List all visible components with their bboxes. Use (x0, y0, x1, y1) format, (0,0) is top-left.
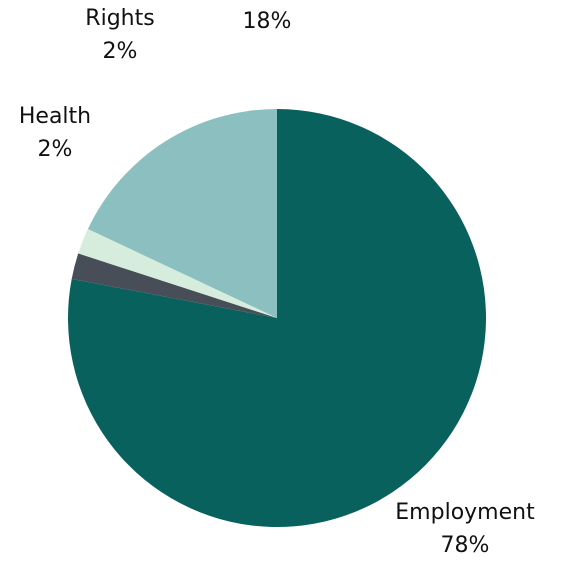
slice-name-label-individual-rights: Rights (85, 6, 154, 31)
pie-slice-miscellaneous (87, 109, 277, 318)
slice-name-label-employment: Employment (395, 500, 535, 525)
slice-value-label-individual-rights: 2% (103, 39, 138, 64)
slice-value-label-miscellaneous: 18% (243, 9, 292, 34)
pie-slices (68, 109, 486, 527)
slice-value-label-employment: 78% (441, 533, 490, 558)
slice-value-label-health: 2% (38, 137, 73, 162)
pie-slice-health (71, 253, 277, 318)
slice-name-label-health: Health (19, 104, 91, 129)
slice-name-label-miscellaneous: Miscellaneous (190, 0, 344, 1)
pie-slice-individual-rights (78, 229, 277, 318)
pie-labels: Employment78%Health2%IndividualRights2%M… (19, 0, 535, 558)
